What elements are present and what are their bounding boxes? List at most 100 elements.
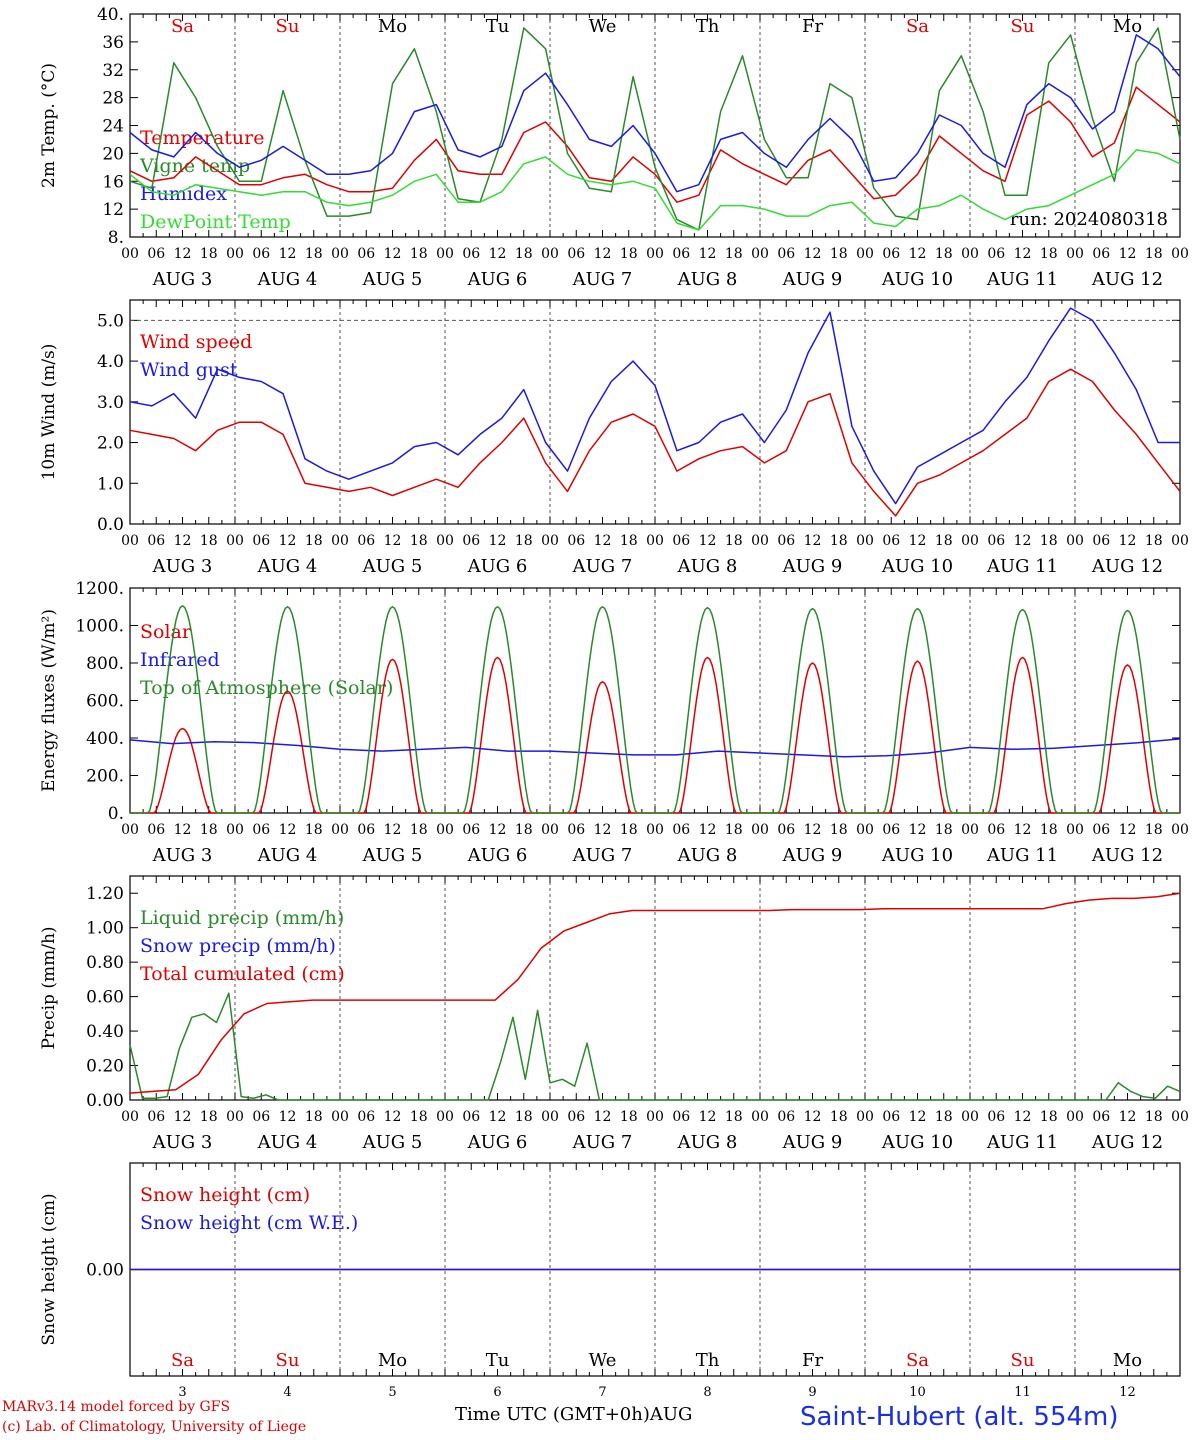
hour-tick-label: 00 <box>1171 246 1189 262</box>
day-label: Fr <box>802 16 823 37</box>
hour-tick-label: 12 <box>804 1109 822 1125</box>
hour-tick-label: 12 <box>909 1109 927 1125</box>
hour-tick-label: 00 <box>856 1109 874 1125</box>
date-label: AUG 8 <box>677 1132 738 1153</box>
date-number-label: 9 <box>808 1385 816 1400</box>
date-label: AUG 11 <box>986 556 1058 577</box>
day-label: Sa <box>171 1350 194 1371</box>
date-label: AUG 8 <box>677 269 738 290</box>
y-tick-label: 12 <box>102 200 124 220</box>
hour-tick-label: 00 <box>1171 533 1189 549</box>
date-label: AUG 8 <box>677 556 738 577</box>
hour-tick-label: 06 <box>567 822 585 838</box>
y-tick-label: 20 <box>102 144 124 164</box>
y-tick-label: 28 <box>102 89 124 109</box>
y-tick-label: 36 <box>102 33 124 53</box>
legend-entry: Infrared <box>140 649 220 671</box>
hour-tick-label: 00 <box>121 822 139 838</box>
hour-tick-label: 00 <box>646 822 664 838</box>
hour-tick-label: 18 <box>410 822 428 838</box>
hour-tick-label: 12 <box>699 1109 717 1125</box>
legend-entry: Vigne temp <box>139 155 250 177</box>
y-tick-label: 5.0 <box>97 311 124 331</box>
series-line-1 <box>129 368 1181 517</box>
hour-tick-label: 00 <box>751 1109 769 1125</box>
date-label: AUG 7 <box>572 269 633 290</box>
date-label: AUG 8 <box>677 845 738 866</box>
hour-tick-label: 06 <box>252 822 270 838</box>
hour-tick-label: 06 <box>1092 246 1110 262</box>
y-axis-label: Snow height (cm) <box>39 1193 59 1345</box>
hour-tick-label: 18 <box>830 1109 848 1125</box>
hour-tick-label: 18 <box>410 246 428 262</box>
hour-tick-label: 12 <box>174 1109 192 1125</box>
hour-tick-label: 06 <box>882 822 900 838</box>
hour-tick-label: 06 <box>567 246 585 262</box>
hour-tick-label: 00 <box>226 246 244 262</box>
hour-tick-label: 00 <box>541 1109 559 1125</box>
hour-tick-label: 12 <box>174 822 192 838</box>
date-label: AUG 10 <box>881 269 953 290</box>
date-label: AUG 6 <box>467 556 528 577</box>
legend-entry: Snow precip (mm/h) <box>140 935 336 957</box>
hour-tick-label: 18 <box>1040 533 1058 549</box>
date-label: AUG 7 <box>572 556 633 577</box>
y-tick-label: 32 <box>102 61 124 81</box>
hour-tick-label: 18 <box>620 822 638 838</box>
hour-tick-label: 18 <box>410 533 428 549</box>
hour-tick-label: 12 <box>384 533 402 549</box>
hour-tick-label: 06 <box>252 533 270 549</box>
hour-tick-label: 06 <box>882 533 900 549</box>
hour-tick-label: 12 <box>804 246 822 262</box>
day-label: We <box>589 16 617 37</box>
hour-tick-label: 06 <box>987 246 1005 262</box>
hour-tick-label: 18 <box>620 533 638 549</box>
hour-tick-label: 12 <box>594 246 612 262</box>
hour-tick-label: 06 <box>252 1109 270 1125</box>
day-label: Th <box>696 1350 720 1371</box>
date-number-label: 5 <box>388 1385 396 1400</box>
hour-tick-label: 06 <box>672 533 690 549</box>
hour-tick-label: 00 <box>961 246 979 262</box>
panel-3: 0. 200. 400. 600. 800. 1000. 1200. Energy fluxe… <box>39 579 1189 866</box>
y-tick-label: 600. <box>86 692 124 712</box>
y-tick-label: 0.00 <box>86 1261 124 1281</box>
date-label: AUG 12 <box>1091 845 1163 866</box>
date-label: AUG 11 <box>986 269 1058 290</box>
hour-tick-label: 18 <box>830 822 848 838</box>
hour-tick-label: 18 <box>725 533 743 549</box>
hour-tick-label: 06 <box>357 1109 375 1125</box>
date-label: AUG 7 <box>572 845 633 866</box>
hour-tick-label: 06 <box>567 1109 585 1125</box>
date-label: AUG 3 <box>152 845 213 866</box>
day-label: Th <box>696 16 720 37</box>
hour-tick-label: 18 <box>830 246 848 262</box>
day-label: Sa <box>171 16 194 37</box>
hour-tick-label: 12 <box>489 533 507 549</box>
hour-tick-label: 06 <box>1092 533 1110 549</box>
hour-tick-label: 12 <box>384 1109 402 1125</box>
day-label: Mo <box>1113 1350 1142 1371</box>
date-label: AUG 10 <box>881 556 953 577</box>
hour-tick-label: 18 <box>305 246 323 262</box>
date-label: AUG 10 <box>881 845 953 866</box>
hour-tick-label: 12 <box>594 822 612 838</box>
y-tick-label: 1.0 <box>97 474 124 494</box>
hour-tick-label: 00 <box>121 1109 139 1125</box>
hour-tick-label: 12 <box>384 822 402 838</box>
hour-tick-label: 18 <box>200 533 218 549</box>
hour-tick-label: 00 <box>1171 822 1189 838</box>
hour-tick-label: 00 <box>541 246 559 262</box>
hour-tick-label: 06 <box>462 1109 480 1125</box>
hour-tick-label: 00 <box>1066 246 1084 262</box>
date-number-label: 11 <box>1014 1385 1031 1400</box>
hour-tick-label: 18 <box>620 246 638 262</box>
hour-tick-label: 00 <box>1171 1109 1189 1125</box>
y-tick-label: 400. <box>86 729 124 749</box>
hour-tick-label: 18 <box>935 1109 953 1125</box>
hour-tick-label: 00 <box>751 533 769 549</box>
date-label: AUG 9 <box>782 1132 843 1153</box>
hour-tick-label: 00 <box>226 1109 244 1125</box>
date-label: AUG 4 <box>257 269 318 290</box>
day-label: Fr <box>802 1350 823 1371</box>
